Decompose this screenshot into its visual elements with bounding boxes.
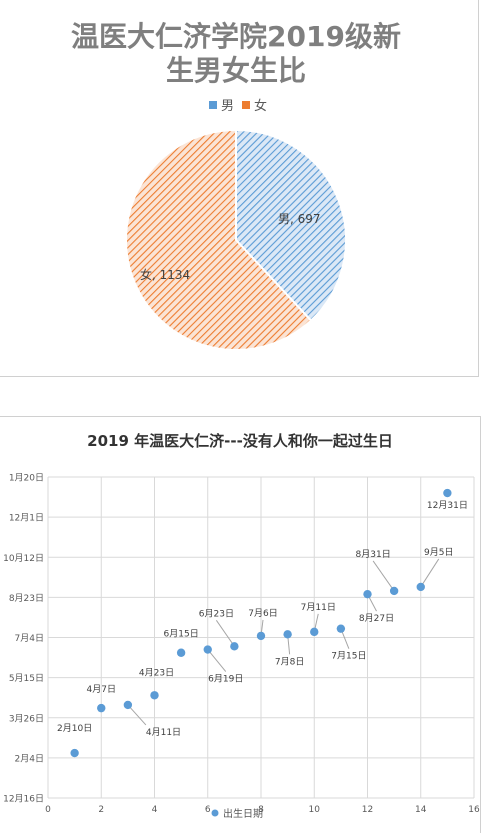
legend-label-female: 女 (254, 98, 267, 114)
scatter-point (203, 645, 212, 654)
scatter-leader-lines (127, 558, 440, 726)
scatter-point (389, 586, 399, 596)
x-tick-label: 6 (205, 805, 211, 815)
leader-line (207, 649, 227, 672)
scatter-point (97, 703, 106, 713)
scatter-gridlines (47, 476, 475, 799)
scatter-data-label: 6月23日 (199, 608, 234, 619)
scatter-point (150, 691, 159, 700)
x-tick-label: 10 (309, 805, 321, 815)
y-tick-label: 1月20日 (9, 473, 44, 484)
scatter-legend: 出生日期 (211, 807, 263, 820)
y-tick-label: 12月1日 (9, 513, 44, 524)
scatter-point (283, 630, 292, 639)
y-tick-label: 8月23日 (9, 593, 44, 604)
scatter-point (336, 624, 346, 633)
x-tick-label: 0 (45, 805, 51, 815)
scatter-chart: 2019 年温医大仁济---没有人和你一起过生日 12月16日 2月4日 3月26日… (3, 432, 480, 820)
legend-swatch-male (209, 101, 217, 109)
pie-title-line-1: 温医大仁济学院2019级新 (71, 20, 401, 53)
y-tick-label: 10月12日 (3, 553, 44, 564)
pie-slice-male (235, 128, 347, 322)
scatter-chart-panel: 2019 年温医大仁济---没有人和你一起过生日 12月16日 2月4日 3月26日… (0, 416, 481, 833)
scatter-data-label: 4月11日 (146, 727, 181, 738)
y-tick-label: 2月4日 (15, 753, 44, 764)
x-tick-label: 8 (258, 805, 264, 815)
y-tick-label: 5月15日 (9, 673, 44, 684)
pie-legend: 男 女 (209, 98, 267, 114)
pie-chart: 温医大仁济学院2019级新 生男女生比 男 女 男, 697 女, 1134 (71, 20, 401, 351)
scatter-point (256, 631, 266, 641)
scatter-data-label: 7月6日 (248, 608, 277, 619)
leader-line (420, 558, 440, 588)
y-tick-label: 3月26日 (9, 713, 44, 724)
x-tick-label: 2 (98, 805, 104, 815)
x-tick-label: 4 (152, 805, 158, 815)
scatter-points (70, 488, 452, 758)
scatter-data-label: 7月8日 (275, 656, 304, 667)
scatter-point (416, 582, 425, 592)
x-tick-label: 16 (468, 805, 480, 815)
scatter-data-label: 9月5日 (424, 547, 453, 558)
scatter-title: 2019 年温医大仁济---没有人和你一起过生日 (87, 432, 393, 450)
scatter-point (123, 700, 133, 710)
pie-slice-female (125, 128, 313, 351)
pie-data-label-female: 女, 1134 (140, 267, 190, 282)
legend-label-birthday: 出生日期 (223, 807, 263, 820)
scatter-data-label: 6月19日 (208, 674, 243, 685)
scatter-data-label: 8月31日 (356, 549, 391, 560)
pie-data-label-male: 男, 697 (278, 212, 321, 226)
x-tick-label: 14 (415, 805, 427, 815)
pie-title-line-2: 生男女生比 (166, 54, 306, 87)
x-tick-label: 12 (362, 805, 373, 815)
y-tick-label: 12月16日 (3, 794, 44, 805)
scatter-data-label: 8月27日 (359, 613, 394, 624)
scatter-point (70, 748, 79, 758)
y-tick-label: 7月4日 (15, 633, 44, 644)
legend-marker-birthday (211, 809, 219, 817)
scatter-data-label: 4月7日 (87, 684, 116, 695)
leader-line (215, 620, 235, 647)
leader-line (372, 560, 395, 592)
scatter-data-label: 7月11日 (301, 602, 336, 613)
scatter-point (310, 627, 319, 637)
scatter-data-label: 4月23日 (139, 667, 174, 678)
scatter-y-tick-labels: 12月16日 2月4日 3月26日 5月15日 7月4日 8月23日 10月12日 12月1日… (3, 473, 44, 805)
scatter-data-label: 7月15日 (331, 651, 366, 662)
scatter-data-label: 12月31日 (427, 500, 468, 511)
scatter-data-label: 6月15日 (164, 629, 199, 640)
scatter-point (443, 488, 452, 498)
legend-label-male: 男 (221, 99, 234, 114)
legend-swatch-female (242, 101, 250, 109)
scatter-point (176, 648, 186, 657)
scatter-data-labels: 2月10日 4月7日 4月11日 4月23日 6月15日 6月19日 6月23日 7月6日 7月… (57, 500, 468, 738)
scatter-point (230, 642, 239, 651)
scatter-data-label: 2月10日 (57, 723, 92, 734)
pie-chart-panel: 温医大仁济学院2019级新 生男女生比 男 女 男, 697 女, 1134 (0, 0, 479, 377)
leader-line (127, 704, 147, 726)
scatter-x-tick-labels: 0 2 4 6 8 10 12 14 16 (45, 805, 480, 815)
scatter-point (363, 589, 372, 599)
